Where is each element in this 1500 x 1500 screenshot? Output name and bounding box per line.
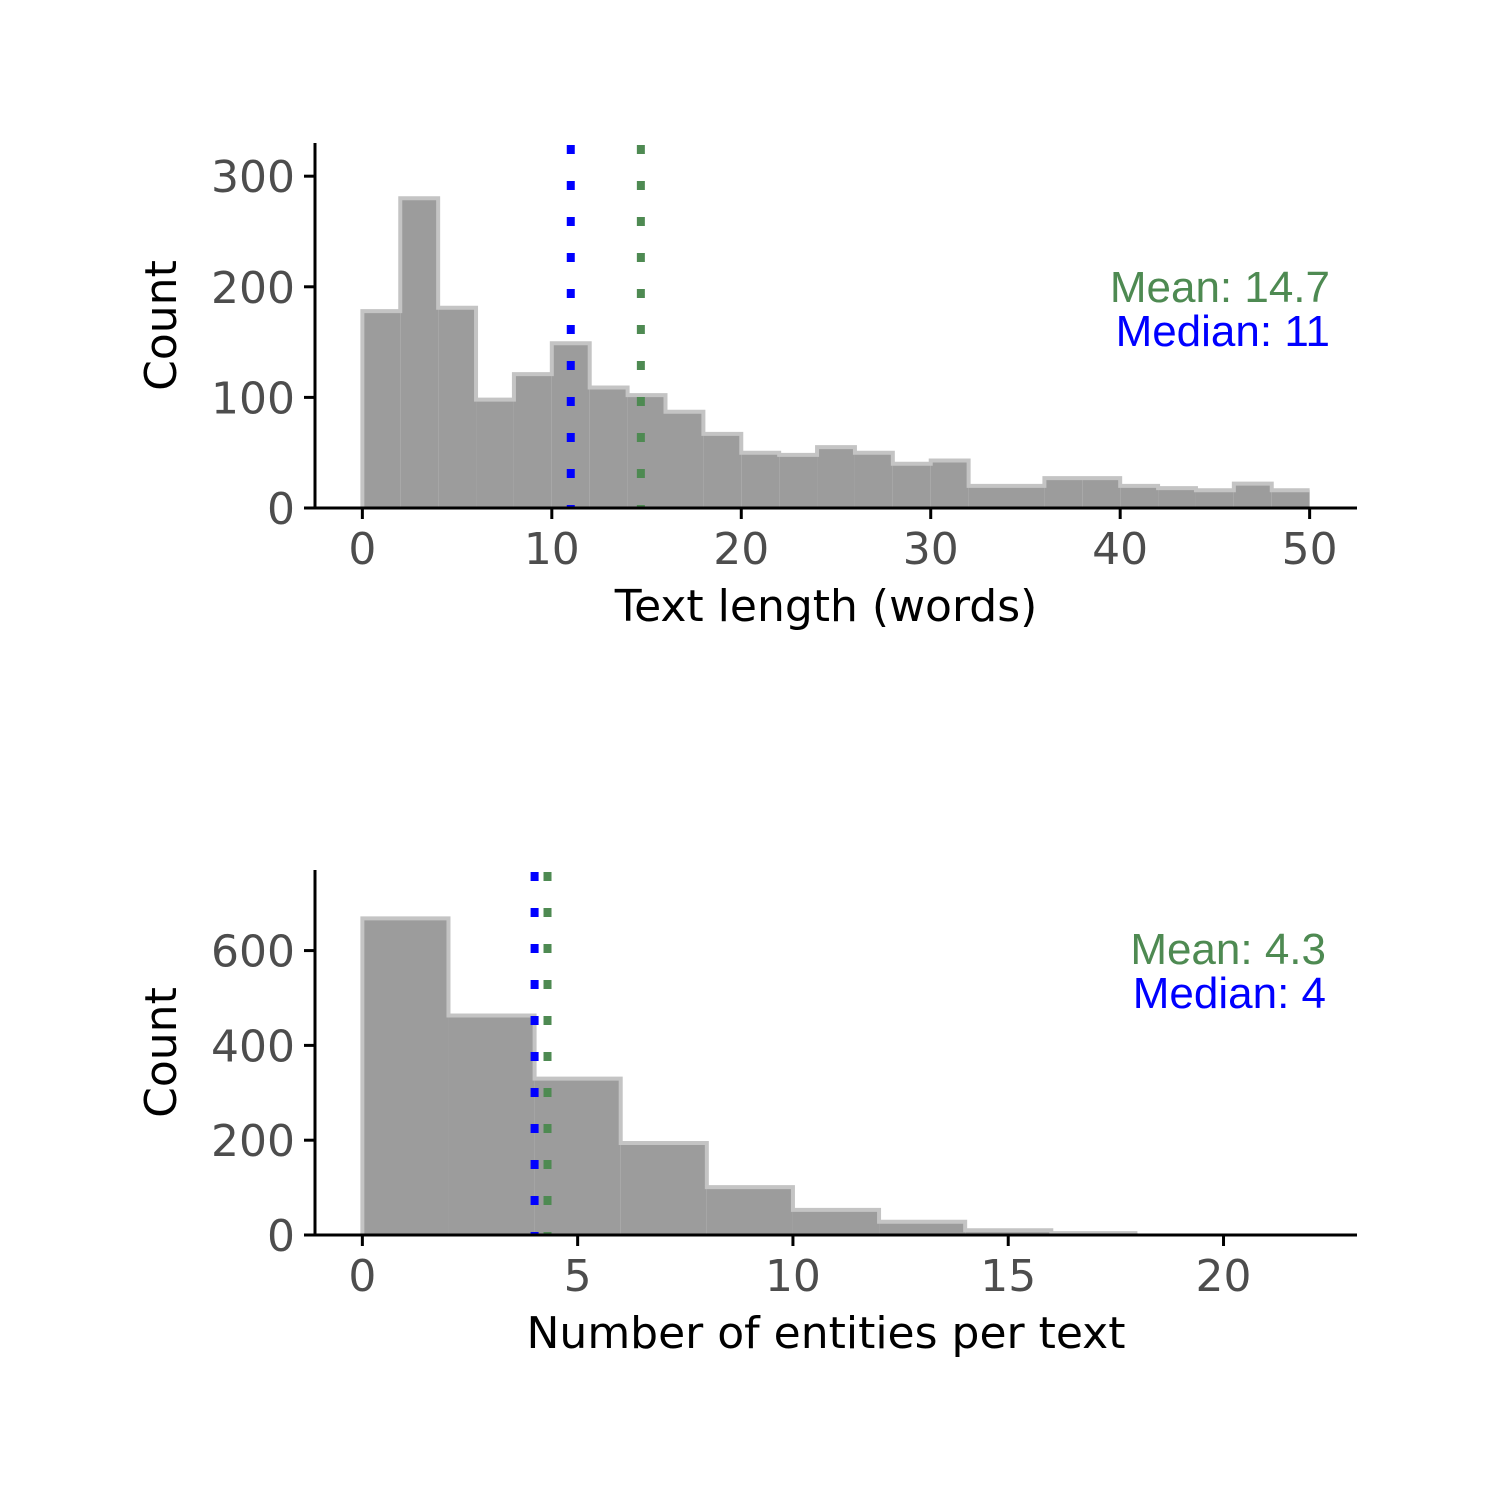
median-annotation: Median: 4 bbox=[1133, 969, 1326, 1018]
x-ticks: 0 5 10 15 20 bbox=[348, 1235, 1252, 1302]
y-axis-title: Count bbox=[136, 987, 187, 1118]
y-tick-label: 100 bbox=[211, 373, 295, 424]
x-tick-label: 30 bbox=[903, 524, 959, 575]
x-tick-label: 50 bbox=[1282, 524, 1338, 575]
histogram-bar bbox=[362, 311, 401, 508]
y-axis-title: Count bbox=[136, 260, 187, 391]
x-tick-label: 5 bbox=[564, 1251, 592, 1302]
histogram-bar bbox=[551, 343, 590, 508]
x-axis-title: Number of entities per text bbox=[527, 1308, 1126, 1359]
histogram-outline bbox=[360, 916, 1138, 1236]
histogram-bar bbox=[779, 454, 818, 508]
x-tick-label: 0 bbox=[348, 524, 376, 575]
x-axis-title: Text length (words) bbox=[614, 581, 1038, 632]
histogram-bar bbox=[1006, 485, 1045, 508]
histogram-bar bbox=[1082, 478, 1121, 508]
x-tick-label: 10 bbox=[524, 524, 580, 575]
y-tick-label: 400 bbox=[211, 1021, 295, 1072]
mean-annotation: Mean: 14.7 bbox=[1110, 263, 1330, 312]
histogram-bar bbox=[703, 433, 742, 508]
y-tick-label: 300 bbox=[211, 152, 295, 203]
x-tick-label: 10 bbox=[765, 1251, 821, 1302]
histogram-bar bbox=[892, 463, 931, 508]
panel-text-length: 0 10 20 30 40 50 0 100 200 300 Text length (word… bbox=[136, 143, 1357, 632]
histogram-bar bbox=[513, 374, 552, 508]
histogram-bar bbox=[476, 399, 514, 508]
histogram-bars bbox=[360, 916, 1138, 1236]
y-ticks: 0 100 200 300 bbox=[211, 152, 315, 535]
y-tick-label: 200 bbox=[211, 263, 295, 314]
histogram-bar bbox=[448, 1015, 535, 1235]
histogram-bar bbox=[930, 460, 969, 508]
histogram-bar bbox=[968, 485, 1007, 508]
y-tick-label: 200 bbox=[211, 1116, 295, 1167]
histogram-bar bbox=[965, 1230, 1052, 1235]
histogram-outline bbox=[360, 196, 1310, 508]
histogram-bar bbox=[665, 411, 704, 508]
axes bbox=[313, 143, 1357, 510]
histogram-bar bbox=[1158, 488, 1196, 508]
histogram-bar bbox=[627, 395, 666, 508]
axes bbox=[313, 870, 1357, 1237]
histogram-bar bbox=[817, 447, 855, 508]
x-ticks: 0 10 20 30 40 50 bbox=[348, 508, 1338, 575]
median-annotation: Median: 11 bbox=[1116, 307, 1330, 356]
x-tick-label: 20 bbox=[1196, 1251, 1252, 1302]
panel-entities-per-text: 0 5 10 15 20 0 200 400 600 Number of entities p… bbox=[136, 870, 1357, 1359]
reference-lines bbox=[530, 872, 552, 1235]
y-tick-label: 0 bbox=[267, 484, 295, 535]
mean-annotation: Mean: 4.3 bbox=[1130, 925, 1326, 974]
histogram-bar bbox=[589, 387, 628, 508]
x-tick-label: 40 bbox=[1092, 524, 1148, 575]
histogram-bar bbox=[438, 307, 477, 508]
histogram-bar bbox=[854, 452, 893, 508]
histogram-bar bbox=[534, 1078, 621, 1235]
reference-lines bbox=[566, 145, 645, 508]
histogram-bar bbox=[1044, 478, 1083, 508]
x-tick-label: 20 bbox=[713, 524, 769, 575]
histogram-bar bbox=[1271, 490, 1310, 508]
histogram-bar bbox=[1233, 483, 1272, 508]
histogram-bar bbox=[400, 198, 439, 508]
histogram-bar bbox=[879, 1221, 966, 1235]
histogram-bar bbox=[362, 918, 449, 1235]
histogram-bar bbox=[1195, 490, 1234, 508]
histogram-bar bbox=[706, 1187, 793, 1235]
histogram-bar bbox=[620, 1143, 707, 1235]
y-ticks: 0 200 400 600 bbox=[211, 927, 315, 1262]
y-tick-label: 0 bbox=[267, 1211, 295, 1262]
x-tick-label: 15 bbox=[980, 1251, 1036, 1302]
histogram-bar bbox=[792, 1209, 880, 1235]
histogram-bar bbox=[741, 452, 780, 508]
y-tick-label: 600 bbox=[211, 927, 295, 978]
histogram-bars bbox=[360, 196, 1310, 508]
histogram-bar bbox=[1120, 485, 1159, 508]
x-tick-label: 0 bbox=[348, 1251, 376, 1302]
